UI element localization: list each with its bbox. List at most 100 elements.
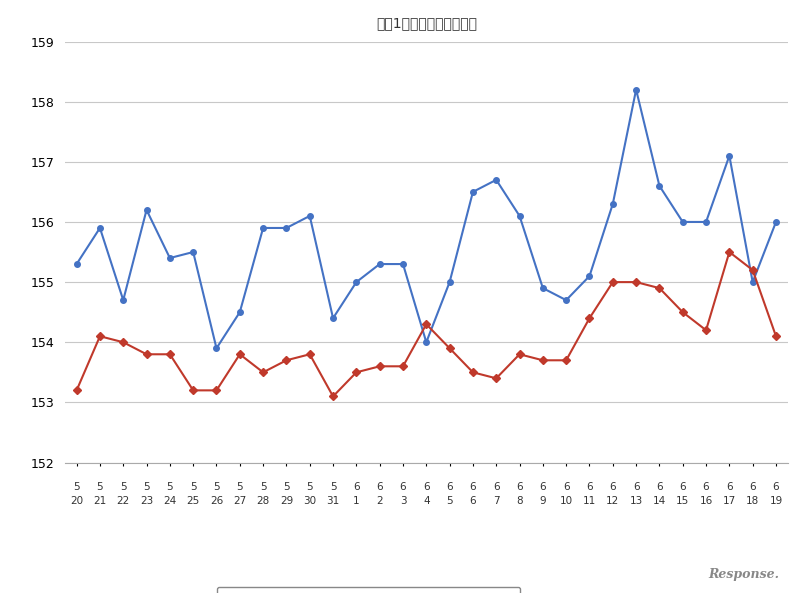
Line: ハイオク看板価格（円/L）: ハイオク看板価格（円/L） <box>74 87 778 351</box>
ハイオク看板価格（円/L） <box>584 273 594 280</box>
ハイオク実売価格（円/L） <box>491 375 500 382</box>
ハイオク実売価格（円/L） <box>212 387 221 394</box>
ハイオク実売価格（円/L） <box>141 350 151 358</box>
Text: 6: 6 <box>655 482 662 492</box>
Text: 9: 9 <box>539 496 546 506</box>
Text: 6: 6 <box>469 482 475 492</box>
Text: 27: 27 <box>233 496 246 506</box>
ハイオク看板価格（円/L） <box>304 212 314 219</box>
ハイオク実売価格（円/L） <box>630 279 640 286</box>
Text: 30: 30 <box>303 496 316 506</box>
Text: 6: 6 <box>353 482 359 492</box>
ハイオク実売価格（円/L） <box>397 363 407 370</box>
ハイオク看板価格（円/L） <box>95 224 105 231</box>
ハイオク看板価格（円/L） <box>747 279 757 286</box>
Text: 4: 4 <box>423 496 429 506</box>
Text: 6: 6 <box>376 482 383 492</box>
ハイオク実売価格（円/L） <box>375 363 384 370</box>
ハイオク看板価格（円/L） <box>514 212 524 219</box>
Text: 6: 6 <box>749 482 755 492</box>
Text: 6: 6 <box>679 482 685 492</box>
ハイオク実売価格（円/L） <box>770 333 780 340</box>
Text: 23: 23 <box>139 496 153 506</box>
ハイオク実売価格（円/L） <box>560 357 570 364</box>
Text: 29: 29 <box>280 496 293 506</box>
ハイオク実売価格（円/L） <box>701 327 710 334</box>
Text: 5: 5 <box>120 482 127 492</box>
ハイオク看板価格（円/L） <box>444 279 454 286</box>
ハイオク実売価格（円/L） <box>258 369 268 376</box>
ハイオク実売価格（円/L） <box>421 321 431 328</box>
ハイオク看板価格（円/L） <box>71 260 81 267</box>
Text: 5: 5 <box>166 482 173 492</box>
Text: 6: 6 <box>446 482 453 492</box>
ハイオク実売価格（円/L） <box>234 350 244 358</box>
ハイオク看板価格（円/L） <box>118 296 128 304</box>
ハイオク実売価格（円/L） <box>304 350 314 358</box>
Text: 7: 7 <box>492 496 499 506</box>
ハイオク看板価格（円/L） <box>397 260 407 267</box>
ハイオク看板価格（円/L） <box>677 218 687 225</box>
Text: 13: 13 <box>629 496 642 506</box>
Text: 14: 14 <box>652 496 665 506</box>
Text: 5: 5 <box>190 482 196 492</box>
ハイオク実売価格（円/L） <box>165 350 174 358</box>
Line: ハイオク実売価格（円/L）: ハイオク実売価格（円/L） <box>74 249 778 399</box>
Text: 22: 22 <box>117 496 130 506</box>
ハイオク看板価格（円/L） <box>560 296 570 304</box>
Text: 5: 5 <box>213 482 220 492</box>
Text: 5: 5 <box>329 482 336 492</box>
Text: 10: 10 <box>559 496 572 506</box>
Text: 6: 6 <box>539 482 546 492</box>
Text: 6: 6 <box>702 482 709 492</box>
ハイオク看板価格（円/L） <box>654 182 663 189</box>
Text: 6: 6 <box>725 482 732 492</box>
Text: 26: 26 <box>209 496 223 506</box>
Text: 5: 5 <box>73 482 79 492</box>
Text: 6: 6 <box>586 482 592 492</box>
ハイオク実売価格（円/L） <box>677 308 687 315</box>
Text: 5: 5 <box>143 482 150 492</box>
Text: 25: 25 <box>187 496 200 506</box>
Text: 5: 5 <box>283 482 290 492</box>
ハイオク実売価格（円/L） <box>654 285 663 292</box>
Text: 6: 6 <box>469 496 475 506</box>
ハイオク実売価格（円/L） <box>71 387 81 394</box>
ハイオク看板価格（円/L） <box>375 260 384 267</box>
ハイオク看板価格（円/L） <box>212 345 221 352</box>
Text: 6: 6 <box>632 482 638 492</box>
Text: 5: 5 <box>446 496 453 506</box>
Text: 28: 28 <box>256 496 269 506</box>
ハイオク看板価格（円/L） <box>328 315 337 322</box>
Text: 16: 16 <box>698 496 712 506</box>
ハイオク実売価格（円/L） <box>281 357 291 364</box>
Text: 2: 2 <box>376 496 383 506</box>
Text: 21: 21 <box>93 496 106 506</box>
Text: 5: 5 <box>236 482 242 492</box>
ハイオク実売価格（円/L） <box>95 333 105 340</box>
ハイオク看板価格（円/L） <box>188 248 198 256</box>
Text: 18: 18 <box>745 496 758 506</box>
Legend: ハイオク看板価格（円/L）, ハイオク実売価格（円/L）: ハイオク看板価格（円/L）, ハイオク実売価格（円/L） <box>217 586 520 593</box>
Text: 20: 20 <box>70 496 83 506</box>
Text: 5: 5 <box>260 482 266 492</box>
ハイオク看板価格（円/L） <box>538 285 547 292</box>
ハイオク看板価格（円/L） <box>165 254 174 262</box>
Text: 6: 6 <box>516 482 522 492</box>
ハイオク実売価格（円/L） <box>118 339 128 346</box>
Text: 6: 6 <box>772 482 779 492</box>
ハイオク実売価格（円/L） <box>328 393 337 400</box>
Text: 5: 5 <box>306 482 313 492</box>
ハイオク看板価格（円/L） <box>281 224 291 231</box>
ハイオク看板価格（円/L） <box>630 86 640 93</box>
ハイオク看板価格（円/L） <box>234 308 244 315</box>
Text: 6: 6 <box>423 482 429 492</box>
ハイオク実売価格（円/L） <box>723 248 733 256</box>
ハイオク実売価格（円/L） <box>584 315 594 322</box>
ハイオク看板価格（円/L） <box>701 218 710 225</box>
Text: 12: 12 <box>606 496 619 506</box>
Text: 6: 6 <box>609 482 616 492</box>
Text: 6: 6 <box>562 482 569 492</box>
Text: 24: 24 <box>163 496 176 506</box>
ハイオク看板価格（円/L） <box>141 206 151 213</box>
